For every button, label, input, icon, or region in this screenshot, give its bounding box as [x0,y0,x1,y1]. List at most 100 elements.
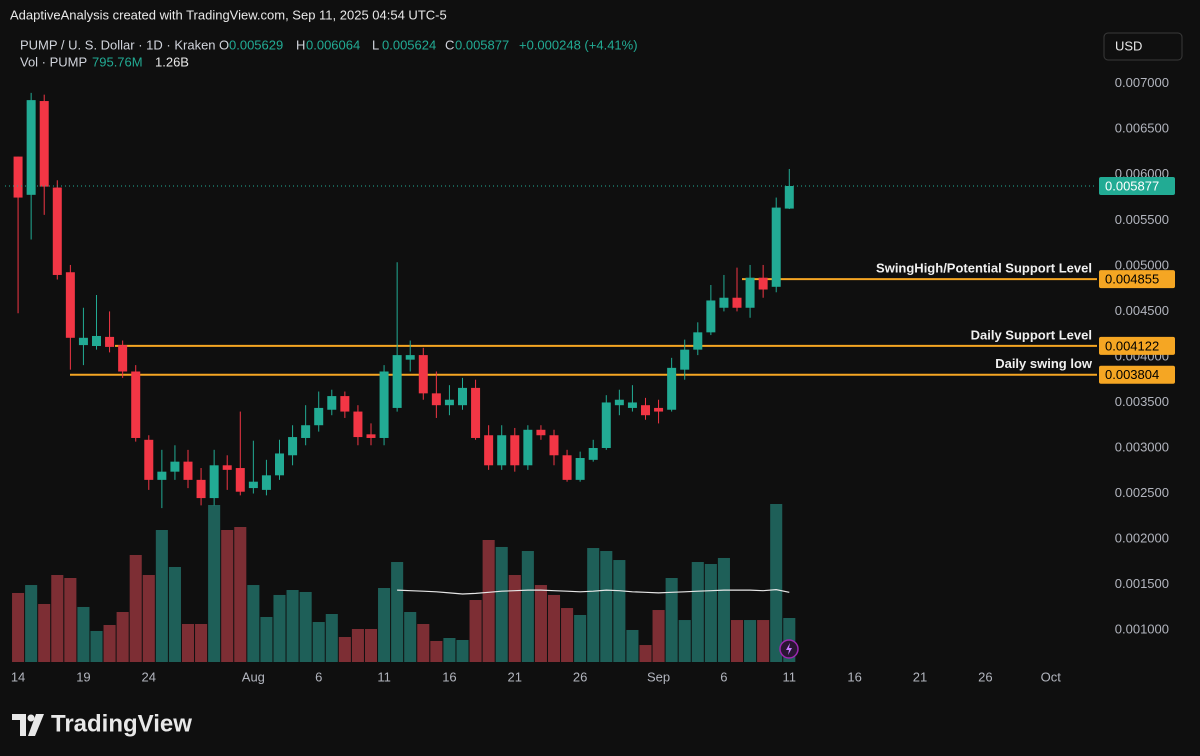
ohlc-key: O [219,37,229,52]
volume-bar [90,630,103,662]
volume-bar [639,645,652,662]
x-tick-label: 24 [142,669,156,684]
alert-bolt[interactable] [786,643,792,655]
volume-bar [77,606,90,662]
volume-bar [521,551,534,662]
volume-bar [770,504,783,662]
volume-bar [247,585,260,662]
ohlc-key: L [372,37,379,52]
candle-body [562,455,572,480]
volume-bar [64,577,77,662]
candle-body [275,453,284,476]
candle-body [784,185,794,209]
volume-bar [404,612,417,662]
candle-body [248,481,258,489]
candle-body [170,461,180,472]
candle-body [118,345,128,372]
volume-bar [129,554,142,662]
volume-bar [378,588,391,662]
volume-bar [234,527,247,662]
x-tick-label: 21 [508,669,522,684]
candle-body [131,371,141,438]
volume-bar [744,620,757,662]
candle-body [510,435,520,466]
candle-body [771,207,781,287]
symbol-title: PUMP / U. S. Dollar · 1D · Kraken [20,37,216,52]
x-tick-label: 16 [442,669,456,684]
alert-icon[interactable] [779,639,799,659]
ohlc-value: 0.005877 [455,37,509,52]
currency-button[interactable] [1103,32,1183,61]
x-tick-label: 16 [847,669,861,684]
x-tick-label: Aug [242,669,265,684]
volume-bar [221,529,234,662]
volume-bar [665,577,678,662]
candle-body [627,402,637,408]
volume-bar [260,616,273,662]
level-name: SwingHigh/Potential Support Level [876,261,1092,276]
candle-body [301,425,311,438]
volume-bar [208,504,221,662]
volume-bar [691,562,704,662]
candle-body [431,393,441,406]
volume-bar [181,624,195,662]
volume-bar [730,620,744,662]
x-tick-label: 14 [11,669,25,684]
ohlc-value: 0.006064 [306,37,360,52]
y-tick-label: 0.004500 [1115,303,1169,318]
volume-bar [325,613,338,662]
candle-body [405,355,415,360]
volume-bar [757,620,770,662]
volume-bar [103,625,116,662]
price-change: +0.000248 (+4.41%) [519,37,638,52]
candle-body [497,435,507,466]
y-tick-label: 0.005000 [1115,257,1169,272]
volume-bar [299,591,312,662]
y-tick-label: 0.006500 [1115,121,1169,136]
candle-body [575,458,585,480]
candle-body [758,277,768,290]
volume-bar [469,600,482,662]
candle-body [314,407,324,426]
candle-body [523,429,533,466]
candle-body [353,411,363,438]
y-tick-label: 0.005500 [1115,212,1169,227]
volume-bar [417,624,430,662]
volume-bar [12,592,25,662]
y-tick-label: 0.001000 [1115,622,1169,637]
y-tick-label: 0.002000 [1115,530,1169,545]
level-name: Daily Support Level [971,327,1092,342]
volume-bar [142,575,155,662]
level-name: Daily swing low [995,356,1093,371]
candle-body [13,156,23,198]
x-tick-label: 26 [573,669,587,684]
x-tick-label: 19 [76,669,90,684]
author-line: AdaptiveAnalysis created with TradingVie… [10,7,447,22]
volume-bar [547,594,561,662]
volume-bar [600,551,613,662]
candle-body [549,435,559,456]
volume-bar [351,628,364,662]
candle-body [654,407,664,412]
level-tag-label: 0.004122 [1105,338,1159,353]
x-tick-label: Oct [1041,669,1062,684]
candle-body [667,367,677,410]
candle-body [458,387,467,406]
level-tag [1099,336,1175,355]
candle-body [732,297,742,308]
volume-bar [482,540,495,662]
last-price-tag [1099,176,1175,195]
y-tick-label: 0.001500 [1115,576,1169,591]
volume-bar [534,585,547,662]
candle-body [614,399,624,406]
candle-body [641,405,650,416]
y-tick-label: 0.003500 [1115,394,1169,409]
volume-bar [652,610,665,662]
candle-body [588,447,598,460]
currency-label[interactable]: USD [1115,38,1142,53]
volume-bar [391,562,404,662]
candle-body [26,100,36,195]
candle-body [92,335,101,346]
candle-body [261,475,271,490]
volume-bar [116,612,129,662]
